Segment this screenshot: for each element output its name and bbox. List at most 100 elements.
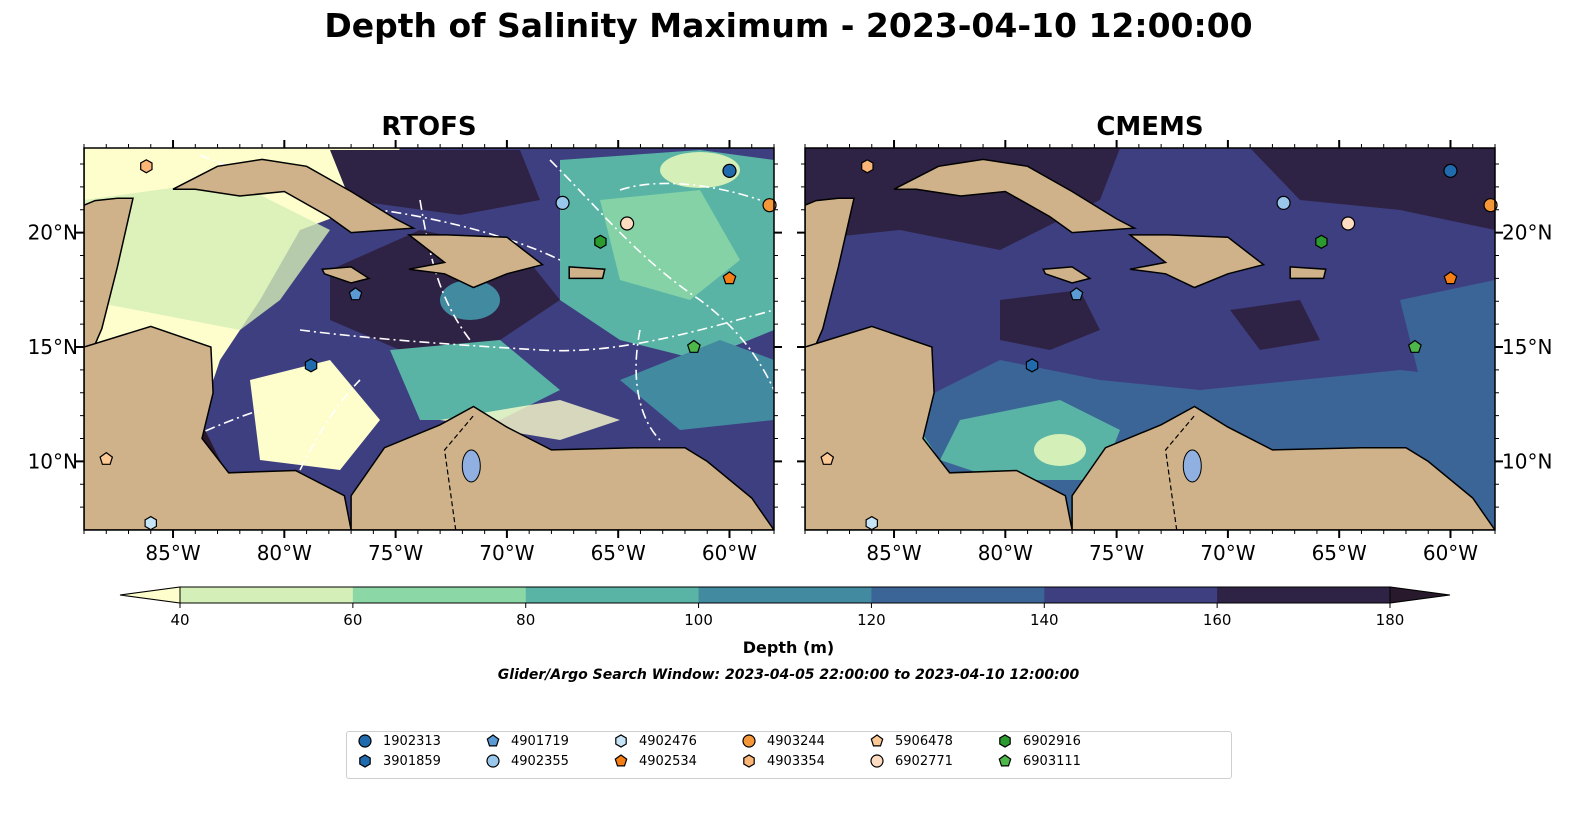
x-tick-label: 75°W — [368, 541, 423, 565]
x-tick-label: 80°W — [978, 541, 1033, 565]
colorbar-tick-label: 120 — [857, 611, 886, 629]
legend-marker-icon — [870, 734, 884, 747]
colorbar-tick-label: 100 — [684, 611, 713, 629]
panel-title-rtofs: RTOFS — [381, 112, 477, 142]
legend-entry-6902916: 6902916 — [997, 733, 1081, 749]
colorbar-extend-max — [1389, 586, 1451, 604]
legend-entry-4902355: 4902355 — [485, 753, 569, 769]
land-south-america — [1071, 405, 1495, 530]
x-tick-label: 85°W — [145, 541, 200, 565]
x-tick-label: 65°W — [591, 541, 646, 565]
country-border — [443, 415, 474, 530]
colorbar-bin — [352, 587, 527, 603]
float-5906478 — [820, 451, 835, 465]
float-4902476 — [144, 515, 157, 531]
x-tick-label: 75°W — [1089, 541, 1144, 565]
land-puerto-rico — [568, 266, 606, 280]
legend-marker-icon — [486, 734, 500, 747]
legend-label: 4902355 — [511, 753, 569, 769]
float-4903244 — [762, 198, 777, 213]
panel-title-cmems: CMEMS — [1096, 112, 1204, 142]
float-4901719 — [1069, 287, 1084, 301]
legend-label: 4903354 — [767, 753, 825, 769]
legend-entry-4903354: 4903354 — [741, 753, 825, 769]
legend-entry-6903111: 6903111 — [997, 753, 1081, 769]
land-central-america — [805, 325, 1073, 530]
legend-label: 3901859 — [383, 753, 441, 769]
float-1902313 — [1443, 163, 1458, 178]
legend-label: 4901719 — [511, 733, 569, 749]
legend-marker-icon — [615, 734, 627, 748]
x-tick-label: 85°W — [866, 541, 921, 565]
legend-marker-icon — [359, 754, 371, 768]
float-6903111 — [1407, 339, 1422, 353]
x-tick-label: 70°W — [479, 541, 534, 565]
legend-marker-icon — [742, 734, 756, 748]
colorbar-tick-label: 60 — [343, 611, 362, 629]
colorbar-tick-label: 40 — [170, 611, 189, 629]
land-puerto-rico — [1289, 266, 1327, 280]
legend-label: 6903111 — [1023, 753, 1081, 769]
float-3901859 — [1025, 358, 1039, 373]
legend-marker-icon — [870, 754, 884, 768]
search-window-text: Glider/Argo Search Window: 2023-04-05 22… — [497, 667, 1080, 683]
float-1902313 — [722, 163, 737, 178]
legend-entry-4902534: 4902534 — [613, 753, 697, 769]
float-4903354 — [140, 159, 153, 174]
legend-entry-4901719: 4901719 — [485, 733, 569, 749]
y-tick-label-left: 10°N — [28, 449, 78, 473]
colorbar-bin — [525, 587, 700, 603]
land-jamaica — [321, 266, 371, 284]
legend-label: 4903244 — [767, 733, 825, 749]
float-4902355 — [555, 195, 570, 210]
legend: 1902313 3901859 4901719 4902355 4902476 49025… — [346, 731, 1232, 779]
land-south-america — [350, 405, 774, 530]
y-tick-label-right: 10°N — [1502, 449, 1552, 473]
float-6902771 — [619, 216, 635, 231]
float-4902476 — [865, 515, 879, 531]
land-cuba — [172, 158, 417, 234]
legend-label: 5906478 — [895, 733, 953, 749]
float-3901859 — [304, 358, 318, 373]
legend-entry-5906478: 5906478 — [869, 733, 953, 749]
frame-cmems — [804, 147, 1496, 531]
float-4903354 — [861, 159, 874, 174]
legend-entry-4902476: 4902476 — [613, 733, 697, 749]
axis-ticks: 85°W 80°W 75°W 70°W 65°W 60°W 85°W 80°W 75°W 70°W… — [28, 140, 1552, 565]
legend-entry-4903244: 4903244 — [741, 733, 825, 749]
float-markers-cmems — [820, 159, 1498, 531]
land-hispaniola — [1127, 234, 1266, 289]
legend-marker-icon — [998, 754, 1012, 767]
legend-label: 6902771 — [895, 753, 953, 769]
legend-entry-1902313: 1902313 — [357, 733, 441, 749]
y-tick-label-right: 15°N — [1502, 335, 1552, 359]
y-tick-label-left: 20°N — [28, 221, 78, 245]
y-tick-label-right: 20°N — [1502, 221, 1552, 245]
x-tick-label: 80°W — [257, 541, 312, 565]
float-6902771 — [1340, 216, 1356, 231]
colorbar-frame — [179, 586, 1391, 604]
colorbar-bin — [698, 587, 872, 603]
legend-marker-icon — [999, 734, 1011, 748]
legend-label: 4902534 — [639, 753, 697, 769]
colorbar-bin — [180, 587, 354, 603]
float-4902534 — [1443, 271, 1458, 285]
x-tick-label: 60°W — [702, 541, 757, 565]
colorbar-bin — [1044, 587, 1218, 603]
colorbar-tick-label: 80 — [516, 611, 535, 629]
lake-maracaibo — [1182, 449, 1202, 483]
colorbar: 40 60 80 100 120 140 160 180 — [119, 586, 1451, 629]
legend-marker-icon — [743, 754, 755, 768]
x-tick-label: 70°W — [1200, 541, 1255, 565]
float-4903244 — [1483, 198, 1498, 213]
colorbar-label: Depth (m) — [742, 638, 835, 657]
x-tick-label: 60°W — [1423, 541, 1478, 565]
legend-entry-6902771: 6902771 — [869, 753, 953, 769]
colorbar-tick-label: 160 — [1203, 611, 1232, 629]
land-central-america — [84, 325, 352, 530]
legend-marker-icon — [358, 734, 372, 748]
legend-marker-icon — [614, 754, 628, 767]
float-6903111 — [686, 339, 701, 353]
frame-rtofs — [83, 147, 775, 531]
